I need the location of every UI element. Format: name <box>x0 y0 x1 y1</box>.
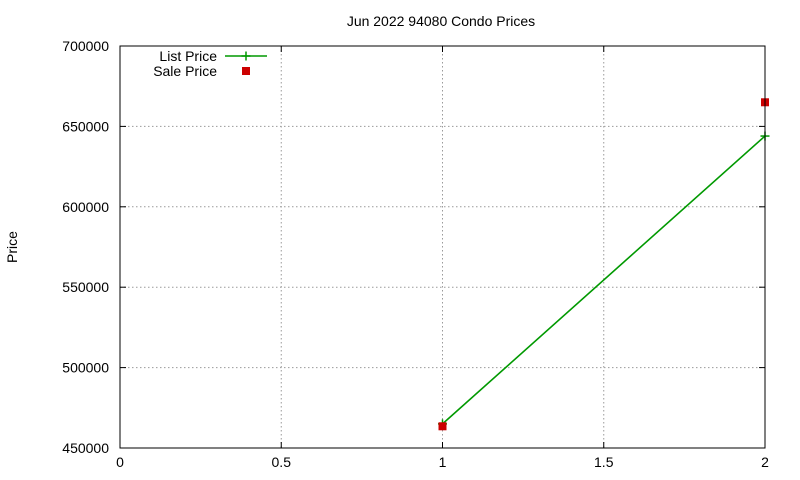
x-tick-label: 1.5 <box>594 454 614 470</box>
x-tick-label: 2 <box>761 454 769 470</box>
y-tick-label: 450000 <box>62 440 109 456</box>
y-tick-label: 600000 <box>62 199 109 215</box>
series-layer <box>438 98 770 431</box>
y-tick-label: 550000 <box>62 279 109 295</box>
legend-label-sale-price: Sale Price <box>153 63 217 79</box>
chart-title: Jun 2022 94080 Condo Prices <box>347 13 535 29</box>
y-tick-label: 650000 <box>62 118 109 134</box>
y-tick-label: 700000 <box>62 38 109 54</box>
x-tick-label: 1 <box>439 454 447 470</box>
legend-label-list-price: List Price <box>159 48 217 64</box>
legend-swatch-square <box>242 67 250 75</box>
x-tick-label: 0 <box>116 454 124 470</box>
plot-frame <box>119 45 766 449</box>
grid-lines <box>120 46 765 448</box>
y-tick-label: 500000 <box>62 360 109 376</box>
sale-price-point <box>438 422 447 431</box>
y-axis-label: Price <box>4 231 20 263</box>
list-price-line <box>441 135 766 425</box>
x-tick-label: 0.5 <box>272 454 292 470</box>
tick-labels: 0 0.5 1 1.5 2 450000 500000 550000 600000 650000 7… <box>62 38 769 470</box>
legend-swatch-plus <box>241 51 251 61</box>
